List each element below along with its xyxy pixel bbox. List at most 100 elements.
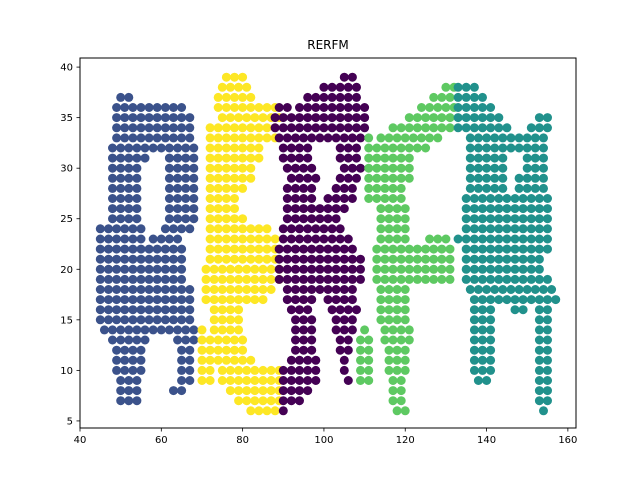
data-point-series-1 bbox=[104, 295, 113, 305]
data-point-series-5 bbox=[490, 183, 500, 193]
data-point-series-2 bbox=[225, 82, 235, 92]
data-point-series-3 bbox=[347, 163, 357, 173]
data-point-series-2 bbox=[205, 214, 215, 224]
data-point-series-2 bbox=[266, 285, 276, 294]
data-point-series-1 bbox=[156, 325, 166, 335]
data-point-series-1 bbox=[95, 295, 105, 305]
data-point-series-2 bbox=[205, 133, 215, 143]
data-point-series-2 bbox=[221, 345, 231, 355]
data-point-series-2 bbox=[201, 295, 211, 305]
data-point-series-2 bbox=[266, 386, 276, 396]
data-point-series-1 bbox=[120, 224, 130, 234]
data-point-series-3 bbox=[291, 183, 300, 193]
data-point-series-2 bbox=[213, 224, 223, 234]
data-point-series-1 bbox=[108, 173, 117, 183]
data-point-series-4 bbox=[388, 163, 398, 173]
data-point-series-4 bbox=[384, 315, 394, 325]
data-point-series-1 bbox=[148, 234, 158, 244]
data-point-series-3 bbox=[343, 92, 353, 102]
data-point-series-3 bbox=[307, 335, 317, 345]
data-point-series-3 bbox=[331, 204, 341, 214]
data-point-series-4 bbox=[364, 345, 374, 355]
data-point-series-3 bbox=[323, 194, 333, 203]
data-point-series-4 bbox=[429, 264, 439, 274]
data-point-series-2 bbox=[258, 285, 268, 294]
data-point-series-2 bbox=[213, 194, 223, 203]
data-point-series-5 bbox=[530, 183, 540, 193]
data-point-series-2 bbox=[213, 335, 223, 345]
data-point-series-1 bbox=[156, 143, 166, 153]
x-tick-label: 120 bbox=[396, 435, 415, 446]
data-point-series-1 bbox=[160, 113, 170, 123]
data-point-series-5 bbox=[473, 143, 483, 153]
data-point-series-4 bbox=[400, 315, 410, 325]
data-point-series-3 bbox=[352, 153, 361, 163]
data-point-series-2 bbox=[250, 113, 260, 123]
data-point-series-3 bbox=[286, 386, 296, 396]
data-point-series-5 bbox=[514, 133, 524, 143]
data-point-series-5 bbox=[482, 173, 492, 183]
data-point-series-1 bbox=[116, 183, 126, 193]
data-point-series-1 bbox=[132, 386, 142, 396]
data-point-series-1 bbox=[185, 345, 195, 355]
data-point-series-1 bbox=[160, 244, 170, 254]
data-point-series-5 bbox=[469, 103, 479, 112]
data-point-series-1 bbox=[160, 274, 170, 284]
data-point-series-1 bbox=[160, 285, 170, 294]
data-point-series-1 bbox=[136, 103, 146, 112]
data-point-series-1 bbox=[104, 234, 113, 244]
data-point-series-1 bbox=[152, 113, 162, 123]
x-axis: 40 60 80 100 120 140 160 bbox=[74, 428, 577, 446]
data-point-series-1 bbox=[160, 133, 170, 143]
data-point-series-3 bbox=[295, 355, 304, 365]
data-point-series-1 bbox=[132, 214, 142, 224]
data-point-series-1 bbox=[120, 305, 130, 315]
data-point-series-2 bbox=[221, 173, 231, 183]
data-point-series-3 bbox=[307, 133, 317, 143]
data-point-series-1 bbox=[152, 305, 162, 315]
data-point-series-4 bbox=[372, 173, 382, 183]
data-point-series-3 bbox=[311, 234, 321, 244]
data-point-series-2 bbox=[246, 103, 256, 112]
data-point-series-2 bbox=[225, 274, 235, 284]
data-point-series-5 bbox=[534, 204, 544, 214]
data-point-series-1 bbox=[169, 315, 178, 325]
data-point-series-3 bbox=[327, 234, 337, 244]
data-point-series-1 bbox=[120, 254, 130, 264]
data-point-series-5 bbox=[465, 183, 475, 193]
data-point-series-5 bbox=[494, 123, 504, 133]
data-point-series-1 bbox=[124, 376, 134, 385]
data-point-series-3 bbox=[291, 285, 300, 294]
data-point-series-5 bbox=[502, 234, 512, 244]
data-point-series-3 bbox=[323, 285, 333, 294]
data-point-series-1 bbox=[136, 244, 146, 254]
data-point-series-5 bbox=[530, 143, 540, 153]
data-point-series-4 bbox=[404, 325, 414, 335]
data-point-series-2 bbox=[209, 315, 219, 325]
data-point-series-4 bbox=[421, 254, 431, 264]
data-point-series-5 bbox=[510, 224, 520, 234]
data-point-series-3 bbox=[274, 254, 284, 264]
data-point-series-4 bbox=[396, 335, 406, 345]
data-point-series-1 bbox=[169, 244, 178, 254]
data-point-series-4 bbox=[376, 295, 386, 305]
data-point-series-5 bbox=[534, 396, 544, 406]
data-point-series-2 bbox=[238, 234, 248, 244]
data-point-series-1 bbox=[112, 244, 122, 254]
data-point-series-1 bbox=[124, 214, 134, 224]
data-point-series-4 bbox=[396, 264, 406, 274]
data-point-series-5 bbox=[534, 244, 544, 254]
data-point-series-1 bbox=[189, 325, 199, 335]
data-point-series-5 bbox=[478, 204, 487, 214]
data-point-series-2 bbox=[242, 285, 252, 294]
data-point-series-2 bbox=[238, 244, 248, 254]
data-point-series-4 bbox=[396, 153, 406, 163]
data-point-series-5 bbox=[461, 254, 471, 264]
data-point-series-4 bbox=[441, 82, 451, 92]
data-point-series-3 bbox=[286, 173, 296, 183]
data-point-series-3 bbox=[303, 173, 313, 183]
data-point-series-1 bbox=[185, 355, 195, 365]
data-point-series-4 bbox=[372, 143, 382, 153]
data-point-series-4 bbox=[356, 345, 365, 355]
x-tick-label: 60 bbox=[155, 435, 168, 446]
